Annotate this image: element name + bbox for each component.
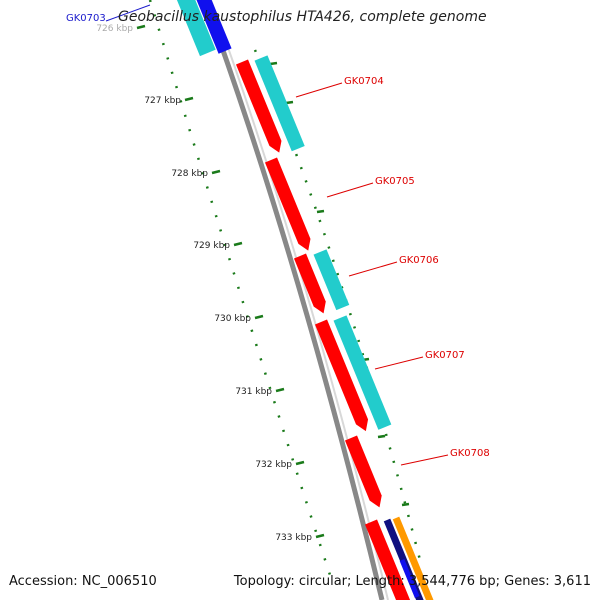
gc-dash [269, 61, 278, 66]
tick-mark [184, 96, 194, 102]
gc-dash [377, 434, 386, 439]
gene-leader-line [326, 182, 374, 198]
gc-block [254, 55, 305, 152]
gene-feature-gk0708 [344, 435, 382, 508]
gene-label-gk0708[interactable]: GK0708 [450, 448, 490, 459]
tick-label: 733 kbp [275, 533, 312, 543]
tick-mark [233, 241, 243, 247]
gene-feature-gk0705 [264, 157, 311, 251]
gene-label-gk0707[interactable]: GK0707 [425, 350, 465, 361]
tick-mark [136, 24, 146, 30]
tick-label: 730 kbp [214, 314, 251, 324]
gene-leader-line [400, 454, 449, 466]
outer-dots [253, 49, 422, 561]
gene-label-gk0703[interactable]: GK0703 [66, 13, 106, 24]
tick-mark [295, 460, 305, 466]
backbone-highlight [210, 0, 389, 600]
tick-label: 728 kbp [171, 169, 208, 179]
gene-leader-line [105, 4, 151, 22]
map-title: Geobacillus kaustophilus HTA426, complet… [118, 9, 487, 25]
gc-block [176, 0, 216, 57]
gene-feature-gk0706 [293, 253, 326, 314]
gc-block [313, 249, 350, 311]
tick-label: 726 kbp [96, 24, 133, 34]
ruler-dots [148, 0, 332, 576]
orange-feature [392, 516, 434, 600]
gene-feature-gk0704 [235, 59, 282, 153]
gene-label-gk0706[interactable]: GK0706 [399, 255, 439, 266]
gene-feature-gk0703 [196, 0, 232, 54]
gene-feature-gk0707 [314, 319, 369, 432]
tick-mark [275, 387, 285, 393]
gene-leader-line [295, 82, 343, 98]
tick-label: 729 kbp [193, 241, 230, 251]
tick-mark [315, 533, 325, 539]
gene-label-gk0704[interactable]: GK0704 [344, 76, 384, 87]
gene-leader-line [374, 356, 424, 370]
gc-dash [316, 209, 325, 214]
gene-label-gk0705[interactable]: GK0705 [375, 176, 415, 187]
gc-block [333, 315, 392, 430]
backbone-line [202, 0, 385, 600]
gene-feature-next [364, 519, 411, 600]
genome-summary-text: Topology: circular; Length: 3,544,776 bp… [233, 574, 591, 589]
gc-dash [401, 502, 410, 507]
gene-leader-line [348, 261, 398, 277]
blue-feature [399, 559, 420, 598]
tick-label: 732 kbp [255, 460, 292, 470]
tick-mark [254, 314, 264, 320]
tick-mark [211, 169, 221, 175]
tick-label: 731 kbp [235, 387, 272, 397]
gc-dash [285, 100, 294, 105]
tick-label: 727 kbp [144, 96, 181, 106]
accession-text: Accession: NC_006510 [9, 574, 157, 589]
